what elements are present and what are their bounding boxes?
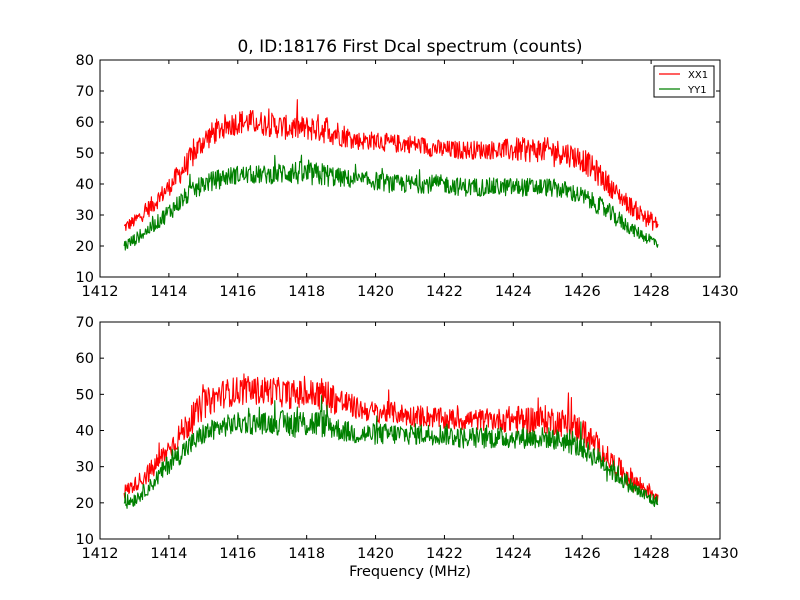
legend-box: [653, 65, 715, 98]
x-tick-label: 1414: [150, 284, 187, 300]
x-tick-label: 1422: [426, 284, 463, 300]
x-tick-label: 1426: [564, 546, 601, 562]
series-line-xx1: [124, 99, 659, 231]
x-tick-label: 1424: [495, 284, 532, 300]
chart-title: 0, ID:18176 First Dcal spectrum (counts): [237, 37, 582, 57]
y-tick-label: 60: [76, 115, 94, 131]
x-tick-label: 1430: [702, 284, 739, 300]
top-panel: 1412 1414 1416 1418 1420 1422 1424 1426 1428 1430…: [76, 53, 739, 300]
y-tick-label: 60: [76, 351, 94, 367]
x-tick-label: 1418: [288, 284, 325, 300]
x-tick-label: 1428: [633, 546, 670, 562]
y-tick-label: 50: [76, 387, 94, 403]
x-tick-label: 1428: [633, 284, 670, 300]
x-tick-label: 1420: [357, 284, 394, 300]
legend-label-xx1: XX1: [688, 70, 708, 81]
x-tick-label: 1416: [219, 546, 256, 562]
bottom-panel: 1412 1414 1416 1418 1420 1422 1424 1426 1428 1430…: [76, 315, 739, 562]
y-tick-label: 20: [76, 496, 94, 512]
x-tick-label: 1416: [219, 284, 256, 300]
y-tick-label: 40: [76, 424, 94, 440]
y-tick-label: 30: [76, 460, 94, 476]
series-line-xx1: [123, 373, 659, 502]
x-tick-label: 1424: [495, 546, 532, 562]
x-tick-label: 1412: [82, 284, 119, 300]
x-tick-label: 1422: [426, 546, 463, 562]
y-tick-label: 50: [76, 146, 94, 162]
y-tick-label: 40: [76, 177, 94, 193]
x-tick-label: 1412: [82, 546, 119, 562]
series-line-yy1: [123, 154, 659, 251]
x-tick-label: 1430: [702, 546, 739, 562]
x-axis-label: Frequency (MHz): [349, 564, 471, 580]
y-tick-label: 20: [76, 239, 94, 255]
y-tick-label: 30: [76, 208, 94, 224]
y-tick-label: 70: [76, 315, 94, 331]
y-tick-label: 70: [76, 84, 94, 100]
x-tick-label: 1418: [288, 546, 325, 562]
legend-label-yy1: YY1: [687, 85, 707, 96]
x-tick-label: 1414: [150, 546, 187, 562]
plot-frame: [99, 59, 721, 278]
y-tick-label: 10: [76, 532, 94, 548]
x-tick-label: 1420: [357, 546, 394, 562]
y-tick-label: 10: [76, 270, 94, 286]
series-line-yy1: [123, 395, 659, 509]
x-tick-label: 1426: [564, 284, 601, 300]
y-tick-label: 80: [76, 53, 94, 69]
